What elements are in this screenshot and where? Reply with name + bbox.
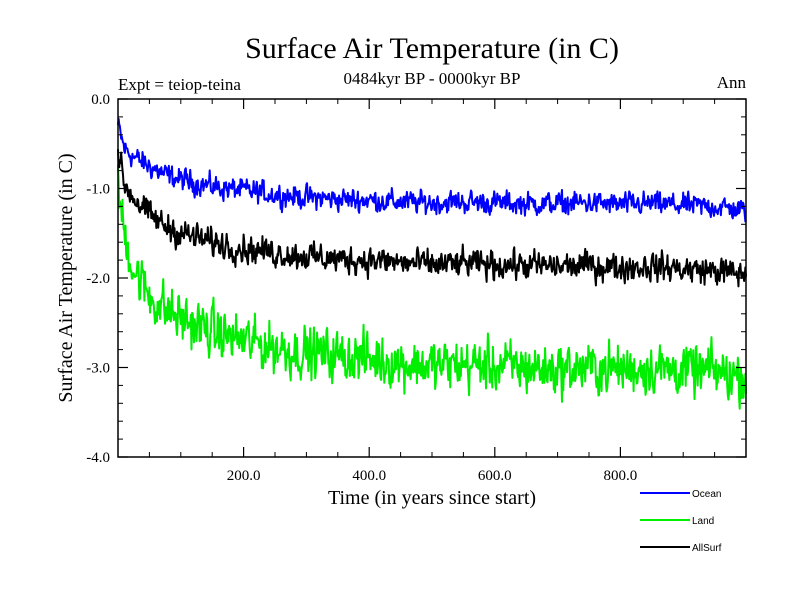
series-line-land [117,164,747,410]
x-tick-label: 400.0 [352,468,386,484]
x-tick-label: 800.0 [604,468,638,484]
season-label: Ann [717,73,747,92]
y-tick-label: 0.0 [91,92,110,108]
y-tick-label: -3.0 [86,361,110,377]
y-tick-label: -1.0 [86,182,110,198]
chart-subtitle: 0484kyr BP - 0000kyr BP [344,69,521,88]
series-line-ocean [117,117,747,223]
legend-label-land: Land [692,516,714,527]
experiment-label: Expt = teiop-teina [118,75,241,94]
legend-label-allsurf: AllSurf [692,543,722,554]
plot-frame [117,98,747,458]
series-line-allsurf [117,149,747,288]
y-tick-label: -2.0 [86,271,110,287]
y-axis-label: Surface Air Temperature (in C) [55,153,77,402]
x-tick-label: 200.0 [227,468,261,484]
axis-layer: 200.0 400.0 600.0 800.0 0.0 -1.0 -2.0 -3.0 -4.0 [86,92,747,484]
legend-label-ocean: Ocean [692,489,721,500]
chart-title: Surface Air Temperature (in C) [245,32,619,65]
legend: Ocean Land AllSurf [640,489,722,554]
x-axis-label: Time (in years since start) [328,487,536,509]
y-tick-label: -4.0 [86,450,110,466]
x-tick-label: 600.0 [478,468,512,484]
series-layer [117,117,747,410]
